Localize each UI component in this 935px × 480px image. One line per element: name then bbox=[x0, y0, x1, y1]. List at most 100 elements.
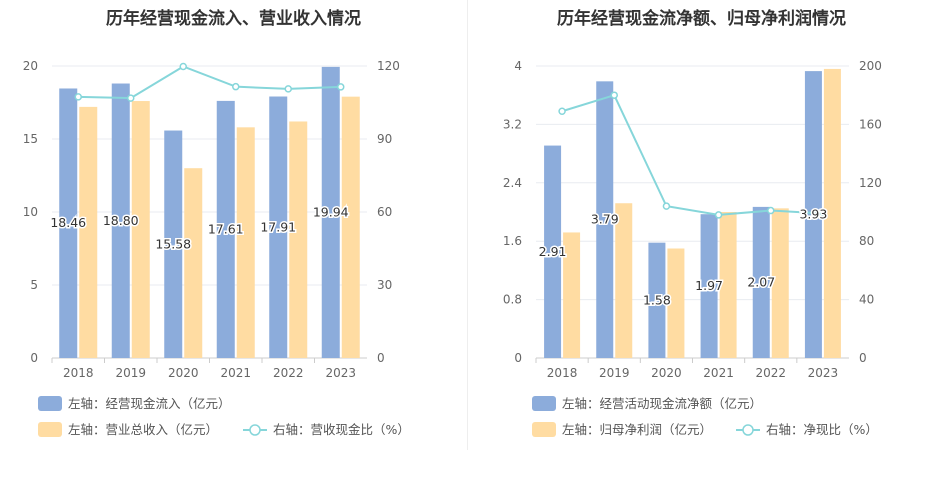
bar-secondary bbox=[236, 127, 255, 358]
bar-data-label: 17.91 bbox=[260, 219, 296, 234]
x-axis-tick-label: 2021 bbox=[703, 366, 734, 380]
chart-panel-right: 历年经营现金流净额、归母净利润情况 0 0 0.8 40 1.6 80 2.4 120 3.2 1… bbox=[468, 0, 935, 480]
legend-swatch bbox=[532, 396, 556, 411]
left-axis-tick-label: 15 bbox=[23, 132, 38, 146]
x-axis-tick-label: 2019 bbox=[115, 366, 146, 380]
line-point bbox=[767, 206, 775, 215]
chart-panel-left: 历年经营现金流入、营业收入情况 0 0 5 30 10 60 15 90 20 120 2018 20… bbox=[0, 0, 467, 480]
bar-primary bbox=[321, 66, 340, 358]
bar-primary bbox=[700, 214, 718, 358]
x-axis-tick-label: 2022 bbox=[755, 366, 786, 380]
legend-swatch bbox=[38, 422, 62, 437]
right-axis-tick-label: 120 bbox=[377, 59, 400, 73]
legend-label: 左轴：营业总收入（亿元） bbox=[68, 422, 218, 437]
bar-secondary bbox=[615, 203, 633, 358]
bar-secondary bbox=[131, 101, 150, 358]
bar-primary bbox=[269, 96, 288, 358]
line-point bbox=[232, 82, 240, 91]
line-series bbox=[561, 93, 823, 216]
x-axis-tick-label: 2023 bbox=[325, 366, 356, 380]
left-axis-tick-label: 5 bbox=[30, 278, 38, 292]
left-axis-tick-label: 0 bbox=[30, 351, 38, 365]
x-axis-tick-label: 2018 bbox=[63, 366, 94, 380]
legend-label: 左轴：归母净利润（亿元） bbox=[562, 422, 712, 437]
left-axis-tick-label: 0 bbox=[514, 351, 522, 365]
bar-secondary bbox=[667, 248, 685, 358]
bar-secondary bbox=[771, 208, 789, 358]
chart-title: 历年经营现金流净额、归母净利润情况 bbox=[557, 9, 846, 29]
line-point bbox=[610, 91, 618, 99]
line-point bbox=[819, 209, 827, 218]
bar-primary bbox=[111, 83, 130, 359]
chart-svg-right: 0 0 0.8 40 1.6 80 2.4 120 3.2 160 4 200 2018 2019 2020… bbox=[503, 59, 882, 437]
bar-secondary bbox=[184, 168, 203, 358]
bar-data-label: 15.58 bbox=[155, 236, 191, 251]
bar-primary bbox=[596, 81, 614, 358]
right-axis-tick-label: 160 bbox=[859, 117, 882, 131]
bar-data-label: 1.97 bbox=[695, 278, 723, 293]
x-axis-tick-label: 2020 bbox=[651, 366, 682, 380]
legend-line-marker bbox=[249, 424, 261, 436]
left-axis-tick-label: 3.2 bbox=[503, 117, 522, 131]
left-axis-tick-label: 4 bbox=[514, 59, 522, 73]
x-axis-tick-label: 2020 bbox=[168, 366, 199, 380]
chart-title: 历年经营现金流入、营业收入情况 bbox=[106, 9, 361, 29]
bar-data-label: 18.46 bbox=[50, 215, 86, 230]
right-axis-tick-label: 0 bbox=[377, 351, 385, 365]
bar-primary bbox=[216, 100, 235, 359]
bar-secondary bbox=[719, 212, 737, 358]
bar-secondary bbox=[563, 232, 581, 358]
bar-data-label: 18.80 bbox=[103, 213, 139, 228]
legend-label: 右轴：营收现金比（%） bbox=[273, 422, 410, 437]
left-axis-tick-label: 20 bbox=[23, 59, 38, 73]
legend-label: 右轴：净现比（%） bbox=[766, 422, 878, 437]
line-series bbox=[78, 65, 341, 100]
bar-data-label: 2.07 bbox=[747, 274, 775, 289]
right-axis-tick-label: 40 bbox=[859, 293, 874, 307]
x-axis-tick-label: 2022 bbox=[273, 366, 304, 380]
x-axis-tick-label: 2018 bbox=[547, 366, 578, 380]
chart-svg-left: 0 0 5 30 10 60 15 90 20 120 2018 2019 2020 2021 2022 20… bbox=[23, 59, 410, 437]
x-axis-tick-label: 2019 bbox=[599, 366, 630, 380]
line-point bbox=[714, 211, 723, 219]
legend-swatch bbox=[38, 396, 62, 411]
right-axis-tick-label: 90 bbox=[377, 132, 392, 146]
bar-secondary bbox=[341, 96, 360, 358]
left-axis-tick-label: 1.6 bbox=[503, 234, 522, 248]
bar-secondary bbox=[823, 68, 841, 359]
bar-primary bbox=[752, 206, 770, 358]
left-axis-tick-label: 10 bbox=[23, 205, 38, 219]
line-point bbox=[558, 107, 566, 116]
line-point bbox=[179, 62, 187, 71]
bar-secondary bbox=[79, 106, 98, 358]
right-axis-tick-label: 60 bbox=[377, 205, 392, 219]
left-axis-tick-label: 0.8 bbox=[503, 293, 522, 307]
bar-primary bbox=[648, 242, 666, 358]
line-point bbox=[662, 202, 671, 210]
x-axis-tick-label: 2021 bbox=[220, 366, 251, 380]
left-axis-tick-label: 2.4 bbox=[503, 176, 522, 190]
bar-data-label: 3.79 bbox=[591, 212, 619, 227]
right-axis-tick-label: 30 bbox=[377, 278, 392, 292]
line-point bbox=[74, 93, 82, 101]
right-axis-tick-label: 200 bbox=[859, 59, 882, 73]
right-axis-tick-label: 0 bbox=[859, 351, 867, 365]
bar-secondary bbox=[289, 121, 308, 358]
right-axis-tick-label: 120 bbox=[859, 176, 882, 190]
legend-label: 左轴：经营活动现金流净额（亿元） bbox=[562, 396, 762, 411]
legend-swatch bbox=[532, 422, 556, 437]
bar-data-label: 17.61 bbox=[208, 221, 244, 236]
line-point bbox=[127, 94, 135, 102]
bar-data-label: 19.94 bbox=[313, 204, 349, 219]
bar-data-label: 3.93 bbox=[799, 207, 827, 222]
right-axis-tick-label: 80 bbox=[859, 234, 874, 248]
bar-primary bbox=[59, 88, 78, 358]
bar-data-label: 2.91 bbox=[539, 244, 567, 259]
line-point bbox=[284, 85, 292, 93]
bar-data-label: 1.58 bbox=[643, 292, 671, 307]
x-axis-tick-label: 2023 bbox=[808, 366, 839, 380]
bar-primary bbox=[164, 130, 183, 358]
bar-primary bbox=[544, 145, 562, 358]
legend-label: 左轴：经营现金流入（亿元） bbox=[68, 396, 231, 411]
panel-divider bbox=[467, 0, 468, 450]
